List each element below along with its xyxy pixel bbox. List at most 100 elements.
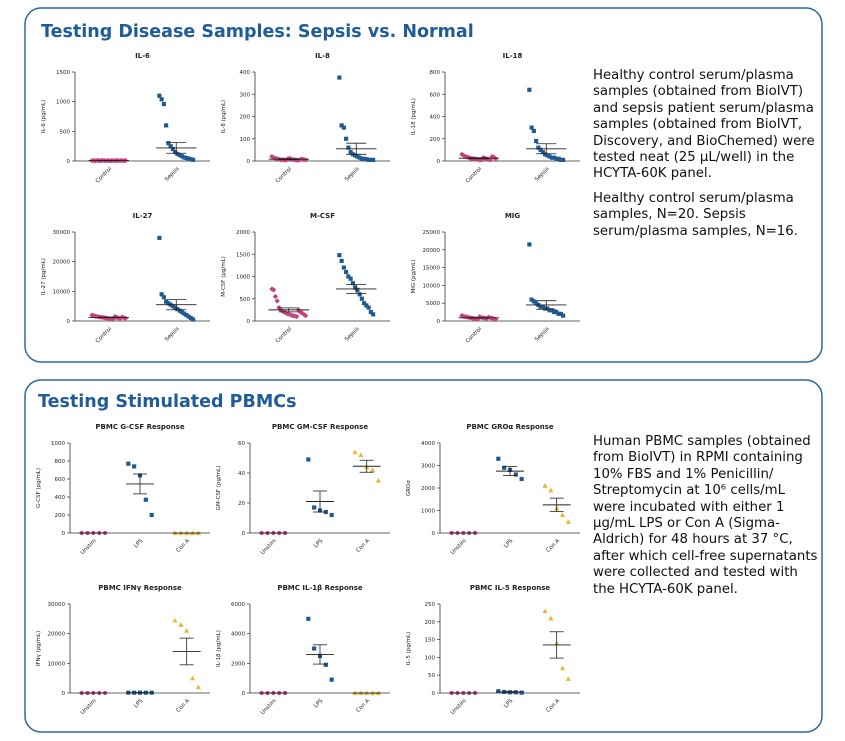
y-tick-label: 30000 [48, 602, 66, 608]
data-point [329, 677, 334, 682]
y-axis-label: M-CSF (pg/mL) [221, 256, 227, 297]
x-tick-label: Unstim [450, 698, 468, 716]
data-point [496, 456, 501, 461]
y-tick-label: 1500 [236, 252, 250, 258]
data-point [369, 467, 376, 473]
y-tick-label: 800 [430, 70, 441, 76]
y-tick-label: 20000 [48, 632, 66, 638]
y-tick-label: 15000 [423, 266, 441, 272]
y-tick-label: 1000 [56, 100, 70, 106]
y-tick-label: 25000 [423, 230, 441, 236]
data-point [527, 242, 532, 247]
x-tick-label: Unstim [450, 538, 468, 556]
data-point [159, 97, 164, 102]
data-point [565, 519, 571, 524]
data-point [561, 313, 566, 318]
data-point [157, 93, 162, 98]
y-tick-label: 0 [62, 691, 66, 697]
data-point [359, 296, 364, 301]
chart-title: IL-8 [315, 52, 330, 60]
x-tick-label: Control [275, 166, 294, 185]
y-tick-label: 400 [55, 495, 66, 501]
data-point [157, 235, 162, 241]
y-tick-label: 0 [62, 531, 66, 537]
y-tick-label: 600 [430, 92, 441, 98]
data-point [352, 449, 358, 455]
y-tick-label: 2000 [231, 661, 245, 667]
x-tick-label: LPS [133, 698, 145, 710]
data-point [117, 316, 123, 322]
data-point [358, 452, 364, 458]
data-point [149, 512, 154, 518]
data-point [189, 675, 196, 681]
y-tick-label: 10000 [48, 661, 66, 667]
y-axis-label: IL-6 (pg/mL) [41, 100, 47, 133]
y-tick-label: 400 [430, 115, 441, 121]
chart-title: IL-18 [503, 52, 523, 60]
x-tick-label: LPS [133, 538, 145, 550]
y-tick-label: 2000 [236, 230, 250, 236]
data-point [371, 312, 376, 317]
data-point [143, 497, 148, 502]
chart-title: PBMC IL-5 Response [470, 584, 551, 592]
y-tick-label: 1000 [236, 275, 250, 281]
y-tick-label: 0 [432, 531, 436, 537]
data-point [371, 157, 376, 162]
data-point [161, 101, 166, 107]
x-tick-label: LPS [313, 538, 325, 550]
data-point [559, 512, 566, 518]
data-point [110, 316, 116, 322]
paragraph: Healthy control serum/plasma samples (ob… [593, 68, 815, 182]
data-point [184, 628, 190, 633]
y-tick-label: 0 [67, 319, 71, 325]
data-point [565, 676, 571, 681]
x-tick-label: Unstim [80, 538, 98, 556]
y-tick-label: 150 [425, 638, 436, 644]
y-tick-label: 0 [247, 159, 251, 165]
data-point [561, 157, 566, 162]
data-point [548, 487, 554, 493]
y-axis-label: GM-CSF (pg/mL) [216, 466, 222, 511]
y-tick-label: 200 [55, 513, 66, 519]
y-axis-label: IL-5 (pg/mL) [406, 632, 412, 665]
data-point [272, 293, 279, 300]
section-text: Healthy control serum/plasma samples (ob… [593, 68, 821, 248]
data-point [274, 298, 280, 304]
section-title: Testing Disease Samples: Sepsis vs. Norm… [41, 22, 474, 42]
data-point [519, 476, 524, 482]
data-point [191, 317, 196, 322]
x-tick-label: Sepsis [344, 166, 361, 183]
y-tick-label: 30000 [53, 230, 71, 236]
data-point [295, 157, 302, 163]
data-point [496, 689, 501, 694]
data-point [306, 616, 311, 621]
data-point [527, 87, 532, 92]
data-point [357, 292, 362, 297]
data-point [312, 505, 317, 510]
data-point [161, 295, 166, 300]
data-point [344, 269, 349, 275]
panel-border [24, 7, 823, 363]
data-point [487, 157, 493, 163]
chart-title: PBMC GM-CSF Response [272, 423, 368, 431]
x-tick-label: Sepsis [164, 326, 181, 343]
y-tick-label: 40 [238, 471, 245, 477]
y-tick-label: 1000 [421, 509, 435, 515]
y-tick-label: 0 [242, 691, 246, 697]
data-point [172, 617, 178, 623]
y-tick-label: 250 [425, 602, 436, 608]
y-tick-label: 5000 [426, 301, 440, 307]
data-point [341, 125, 346, 130]
data-point [519, 690, 524, 695]
y-axis-label: IL-18 (pg/mL) [411, 98, 417, 135]
x-tick-label: LPS [503, 538, 515, 550]
section-text: Human PBMC samples (obtained from BioIVT… [593, 434, 821, 606]
data-point [559, 665, 566, 671]
data-point [339, 258, 344, 264]
y-tick-label: 50 [428, 673, 435, 679]
paragraph: Healthy control serum/plasma samples, N=… [593, 190, 798, 239]
y-tick-label: 0 [437, 319, 441, 325]
data-point [375, 477, 381, 483]
